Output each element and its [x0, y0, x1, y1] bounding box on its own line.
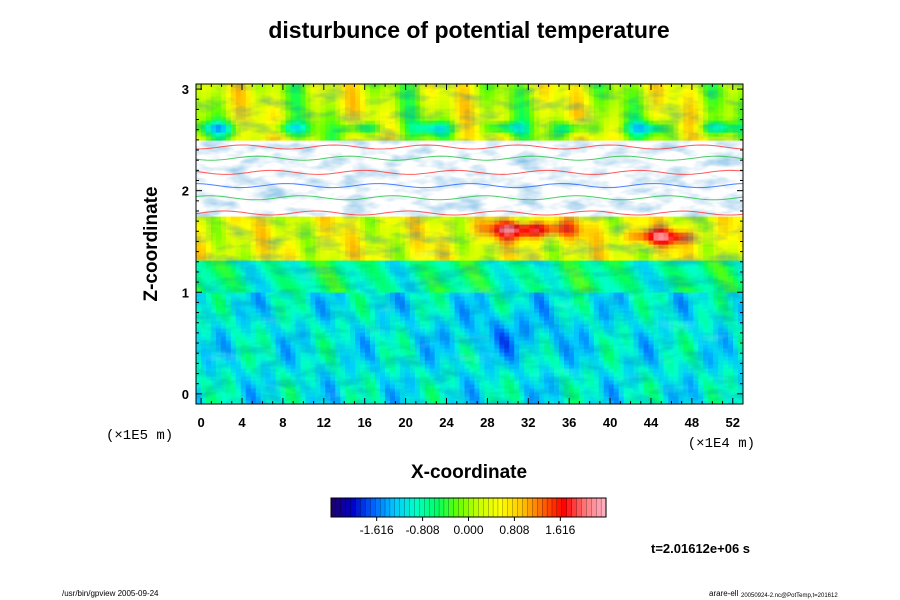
chart-title: disturbunce of potential temperature	[268, 17, 669, 43]
plot-area	[196, 84, 743, 404]
